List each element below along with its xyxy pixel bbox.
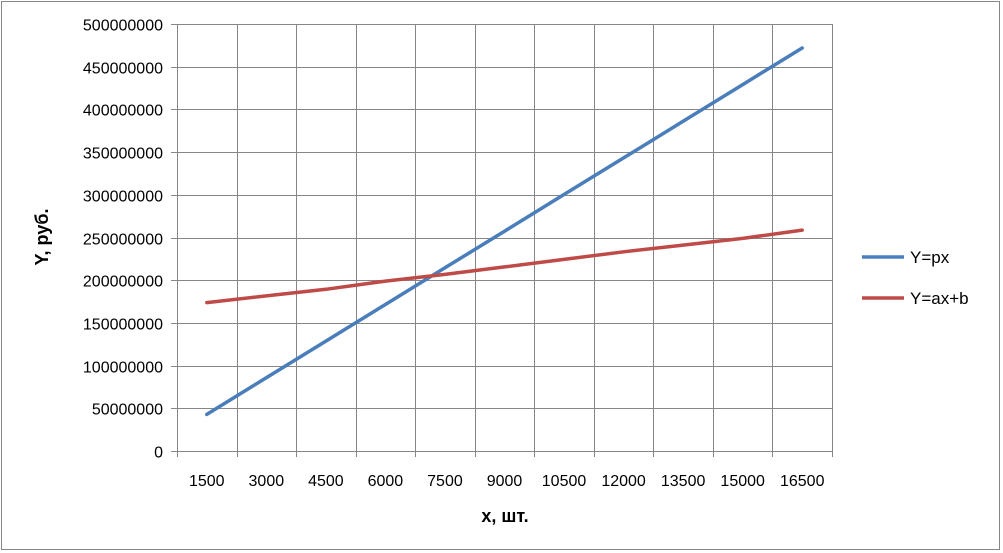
series-lines: [205, 46, 804, 417]
x-tick-label: 9000: [487, 473, 523, 490]
x-axis-title: х, шт.: [481, 506, 528, 526]
y-tick-label: 450000000: [83, 61, 163, 78]
axes: [171, 24, 833, 457]
gridlines: [177, 24, 833, 451]
x-tick-label: 4500: [308, 473, 344, 490]
x-tick-label: 16500: [780, 473, 825, 490]
series-line-y-px: [205, 46, 804, 417]
x-tick-label: 10500: [542, 473, 587, 490]
y-tick-label: 400000000: [83, 103, 163, 120]
y-tick-label: 50000000: [92, 402, 163, 419]
y-tick-label: 350000000: [83, 146, 163, 163]
x-tick-label: 6000: [368, 473, 404, 490]
y-tick-label: 0: [154, 445, 163, 462]
y-tick-label: 200000000: [83, 274, 163, 291]
y-tick-label: 250000000: [83, 232, 163, 249]
x-tick-label: 15000: [720, 473, 765, 490]
y-tick-label: 100000000: [83, 360, 163, 377]
x-tick-label: 13500: [661, 473, 706, 490]
x-tick-label: 3000: [249, 473, 285, 490]
y-tick-label: 300000000: [83, 189, 163, 206]
y-tick-label: 500000000: [83, 18, 163, 35]
tick-labels: 0 50000000 100000000 150000000 200000000 2500…: [83, 18, 825, 491]
x-tick-label: 7500: [427, 473, 463, 490]
x-tick-label: 12000: [601, 473, 646, 490]
y-tick-label: 150000000: [83, 317, 163, 334]
legend-label-y-px: Y=px: [910, 248, 950, 267]
series-line-y-ax-b: [205, 228, 804, 305]
legend: Y=px Y=ax+b: [862, 248, 969, 308]
y-axis-title: Y, руб.: [32, 209, 52, 266]
x-tick-label: 1500: [189, 473, 225, 490]
legend-label-y-ax-b: Y=ax+b: [910, 289, 969, 308]
